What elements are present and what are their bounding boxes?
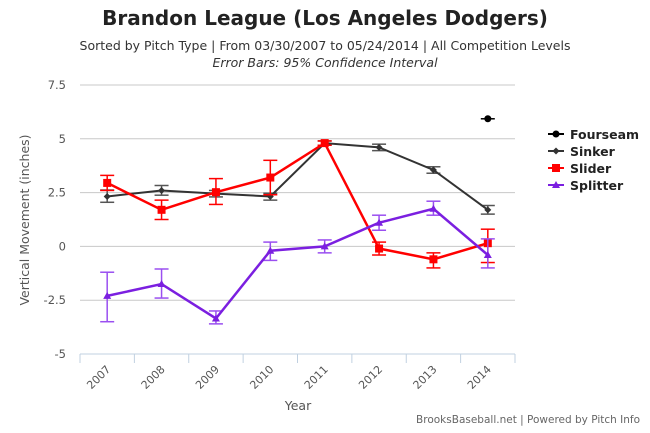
y-tick-label: -5 [55, 347, 66, 361]
data-point [484, 206, 492, 214]
legend-marker [552, 181, 560, 188]
data-point [211, 314, 220, 322]
series-line [106, 141, 489, 261]
credit-text: BrooksBaseball.net | Powered by Pitch In… [416, 414, 640, 426]
x-tick-label: 2011 [302, 363, 331, 392]
data-point [375, 244, 384, 253]
legend-label: Slider [570, 161, 612, 176]
chart-error-bar-note: Error Bars: 95% Confidence Interval [212, 55, 438, 70]
x-tick-label: 2008 [139, 363, 168, 392]
data-point [103, 178, 112, 187]
series-line [107, 142, 489, 211]
legend-marker [552, 147, 560, 155]
legend-label: Fourseam [570, 127, 639, 142]
y-tick-label: -2.5 [44, 293, 66, 307]
chart-subtitle: Sorted by Pitch Type | From 03/30/2007 t… [79, 38, 571, 53]
y-axis-ticks: 7.5 5 2.5 0 -2.5 -5 [44, 78, 66, 361]
data-point [320, 242, 329, 250]
data-point [375, 143, 383, 151]
chart-title: Brandon League (Los Angeles Dodgers) [102, 6, 548, 30]
y-tick-label: 5 [59, 132, 66, 146]
y-axis-label: Vertical Movement (inches) [17, 134, 32, 305]
x-tick-label: 2013 [411, 363, 440, 392]
legend-label: Sinker [570, 144, 616, 159]
legend-label: Splitter [570, 178, 624, 193]
x-tick-label: 2009 [193, 363, 222, 392]
series-fourseam [480, 115, 495, 123]
legend-item-splitter[interactable]: Splitter [548, 178, 624, 193]
data-point [429, 255, 438, 264]
data-point [320, 139, 329, 148]
series-sinker [100, 139, 495, 215]
series-splitter [100, 200, 495, 325]
data-point [158, 186, 166, 194]
y-tick-label: 2.5 [48, 186, 66, 200]
data-point [429, 204, 438, 212]
legend-item-slider[interactable]: Slider [548, 161, 612, 176]
data-point [103, 291, 112, 299]
x-tick-label: 2012 [356, 363, 385, 392]
data-point [266, 246, 275, 254]
legend-marker [552, 164, 560, 172]
x-axis: 2007 2008 2009 2010 2011 2012 2013 2014 [79, 353, 516, 392]
data-point [266, 173, 275, 182]
series-slider [100, 139, 495, 269]
x-tick-label: 2010 [247, 363, 276, 392]
data-point [483, 251, 492, 259]
legend-marker [552, 130, 560, 138]
y-tick-label: 7.5 [48, 78, 66, 92]
x-tick-label: 2007 [84, 363, 113, 392]
data-point [157, 280, 166, 288]
x-axis-label: Year [284, 398, 312, 413]
legend-item-fourseam[interactable]: Fourseam [548, 127, 639, 142]
legend: Fourseam Sinker Slider Splitter [548, 127, 639, 193]
x-tick-label: 2014 [465, 363, 494, 392]
y-tick-label: 0 [59, 239, 66, 253]
series-group [100, 115, 495, 325]
grid-lines [80, 84, 515, 301]
data-point [157, 205, 166, 214]
legend-item-sinker[interactable]: Sinker [548, 144, 616, 159]
data-point [484, 115, 492, 123]
data-point [103, 192, 111, 200]
data-point [429, 166, 437, 174]
series-line [106, 207, 489, 321]
data-point [375, 218, 384, 226]
data-point [211, 188, 220, 197]
